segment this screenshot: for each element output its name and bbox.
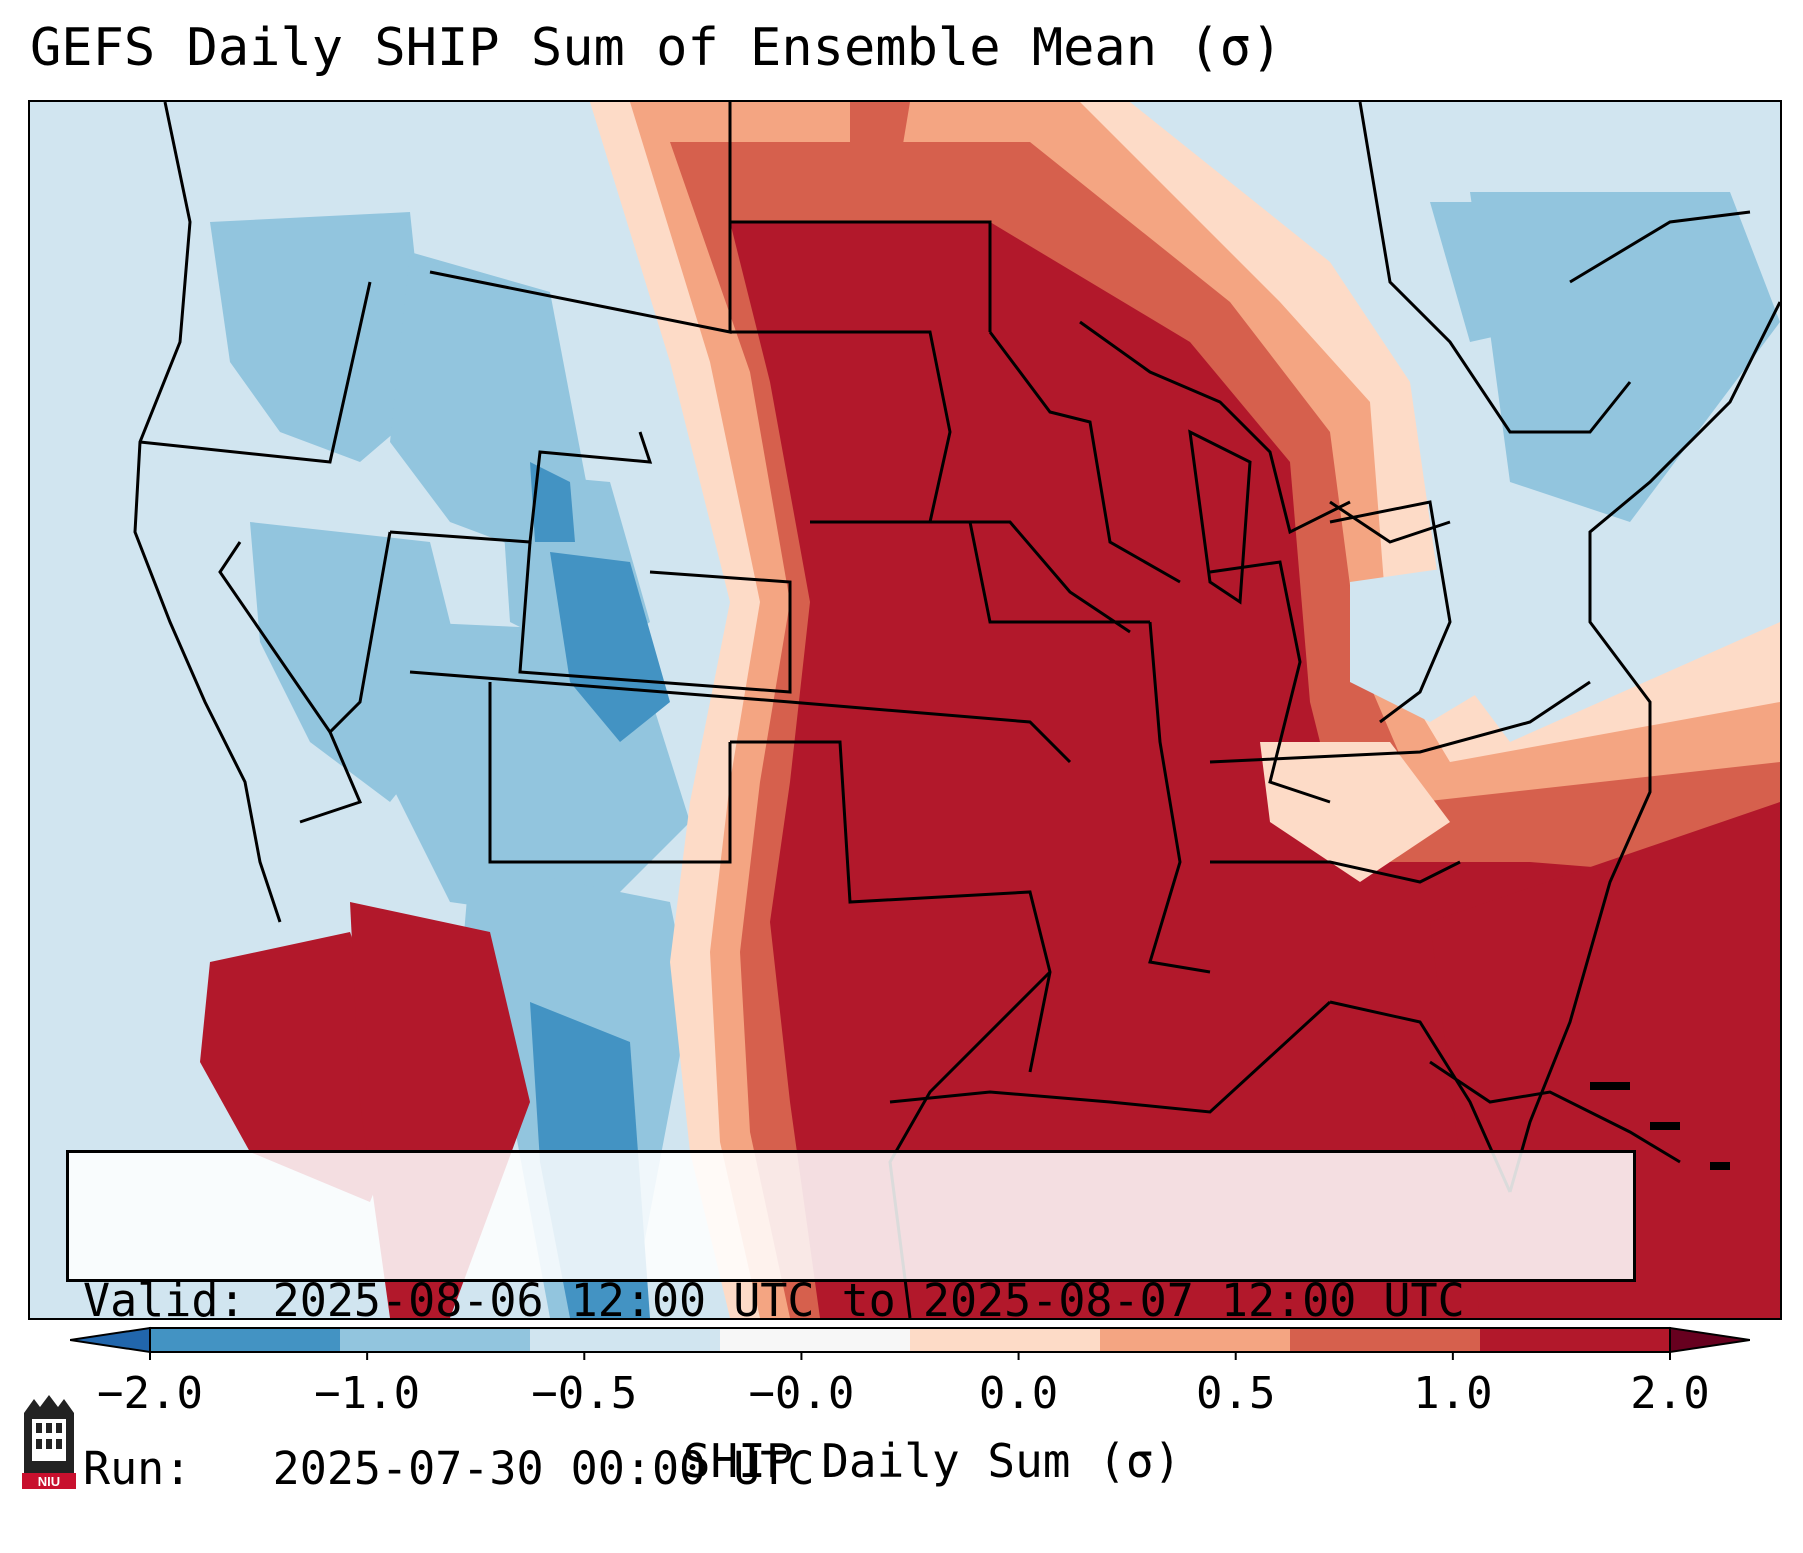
blue-region-quebec — [1430, 202, 1560, 342]
west-coastline — [133, 102, 282, 923]
colorbar-segment — [1290, 1328, 1480, 1352]
california-border — [299, 731, 363, 824]
red-patch-canada — [850, 102, 910, 162]
state-borders — [133, 102, 1780, 1318]
colorbar-extend-low — [70, 1326, 151, 1354]
blue-region-pacific-nw — [210, 212, 430, 462]
colorbar-segment — [530, 1328, 720, 1352]
colorbar — [70, 1326, 1750, 1360]
gulf-coastline — [889, 1000, 1332, 1114]
colorbar-tick-label: 0.0 — [978, 1368, 1059, 1419]
map-panel — [28, 100, 1782, 1320]
colorbar-tick-label: 0.5 — [1195, 1368, 1276, 1419]
colorbar-tick-label: 1.0 — [1413, 1368, 1493, 1419]
colorbar-tick-label: −2.0 — [97, 1368, 203, 1419]
colorbar-tick-label: −1.0 — [314, 1368, 421, 1419]
strong-blue-colorado — [550, 552, 670, 742]
colorbar-segment — [910, 1328, 1100, 1352]
colorbar-tick-label: −0.5 — [531, 1368, 638, 1419]
pennsylvania-border — [1329, 500, 1452, 724]
nebraska-kansas-border — [810, 520, 1150, 624]
east-coastline — [1508, 301, 1780, 1193]
lake-michigan — [1188, 429, 1252, 605]
colorbar-segment — [1480, 1328, 1670, 1352]
maine-border — [1569, 210, 1751, 284]
canada-quebec-border — [1358, 102, 1632, 434]
colorbar-segment — [150, 1328, 340, 1352]
great-lakes-outline — [1079, 320, 1351, 535]
minnesota-iowa-border — [988, 331, 1181, 584]
peach-patch-carolinas — [1260, 742, 1450, 882]
caribbean-islands — [1590, 1082, 1730, 1170]
chart-title: GEFS Daily SHIP Sum of Ensemble Mean (σ) — [30, 18, 1283, 78]
arizona-newmexico-border — [488, 682, 732, 864]
colorbar-extend-high — [1669, 1326, 1750, 1354]
dakota-border — [730, 220, 992, 332]
valid-time-line: Valid: 2025-08-06 12:00 UTC to 2025-08-0… — [83, 1274, 1465, 1327]
mississippi-river-border — [1148, 621, 1211, 974]
wyoming-colorado-border — [518, 541, 792, 694]
texas-oklahoma-border — [730, 740, 1052, 1073]
tennessee-nc-border — [1209, 680, 1591, 764]
colorbar-tick-label: −0.0 — [748, 1368, 855, 1419]
colorbar-segment — [720, 1328, 910, 1352]
logo-text: NIU — [38, 1474, 60, 1489]
idaho-wyoming-border — [389, 431, 653, 544]
colorbar-label: SHIP Daily Sum (σ) — [682, 1434, 1182, 1488]
lake-erie — [1329, 500, 1451, 544]
colorbar-segment — [340, 1328, 530, 1352]
run-time-line: Run: 2025-07-30 00:00 UTC — [83, 1442, 815, 1495]
cuba-islands — [1429, 1060, 1681, 1164]
ship-map — [30, 102, 1780, 1318]
colorbar-outline — [149, 1327, 1671, 1353]
indiana-ohio-border — [1209, 560, 1331, 804]
oregon-border — [139, 281, 372, 464]
university-tower-icon: NIU — [22, 1395, 76, 1489]
colorbar-tick-label: 2.0 — [1630, 1368, 1710, 1419]
colorado-south-border — [409, 670, 1072, 764]
strong-blue-wyoming — [530, 462, 575, 542]
colorbar-segment — [1100, 1328, 1290, 1352]
validity-info-box: Valid: 2025-08-06 12:00 UTC to 2025-08-0… — [66, 1150, 1636, 1495]
colorbar-segments — [150, 1328, 1670, 1352]
georgia-border — [1210, 860, 1461, 884]
florida-border — [1329, 1000, 1512, 1193]
